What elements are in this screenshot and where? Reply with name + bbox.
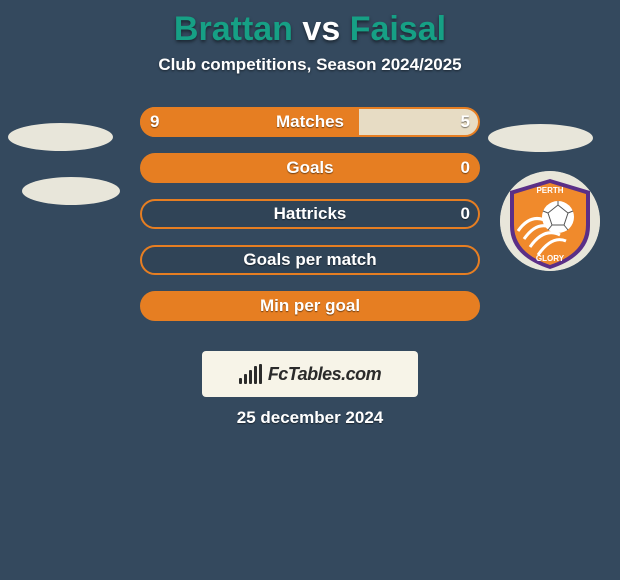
stat-right-value: 5 bbox=[461, 107, 470, 137]
subtitle: Club competitions, Season 2024/2025 bbox=[0, 55, 620, 75]
perth-glory-logo-svg: PERTH GLORY bbox=[500, 171, 600, 271]
player-right-name: Faisal bbox=[350, 10, 446, 48]
fctables-text: FcTables.com bbox=[268, 364, 381, 385]
left-photo-placeholder-1 bbox=[8, 123, 113, 151]
svg-text:GLORY: GLORY bbox=[536, 254, 565, 263]
right-photo-placeholder bbox=[488, 124, 593, 152]
stat-label: Goals bbox=[140, 153, 480, 183]
generation-date: 25 december 2024 bbox=[0, 408, 620, 428]
stat-right-value: 0 bbox=[461, 199, 470, 229]
stat-label: Min per goal bbox=[140, 291, 480, 321]
stat-left-value: 9 bbox=[150, 107, 159, 137]
right-club-logo: PERTH GLORY bbox=[500, 171, 600, 271]
player-left-name: Brattan bbox=[174, 10, 293, 48]
stat-right-value: 0 bbox=[461, 153, 470, 183]
svg-text:PERTH: PERTH bbox=[536, 186, 563, 195]
title-vs: vs bbox=[302, 10, 340, 48]
fctables-badge: FcTables.com bbox=[202, 351, 418, 397]
page-title: Brattan vs Faisal bbox=[0, 0, 620, 49]
fctables-bars-icon bbox=[239, 364, 262, 384]
stat-label: Goals per match bbox=[140, 245, 480, 275]
stat-label: Hattricks bbox=[140, 199, 480, 229]
left-photo-placeholder-2 bbox=[22, 177, 120, 205]
stat-row: Min per goal bbox=[0, 291, 620, 337]
stat-label: Matches bbox=[140, 107, 480, 137]
